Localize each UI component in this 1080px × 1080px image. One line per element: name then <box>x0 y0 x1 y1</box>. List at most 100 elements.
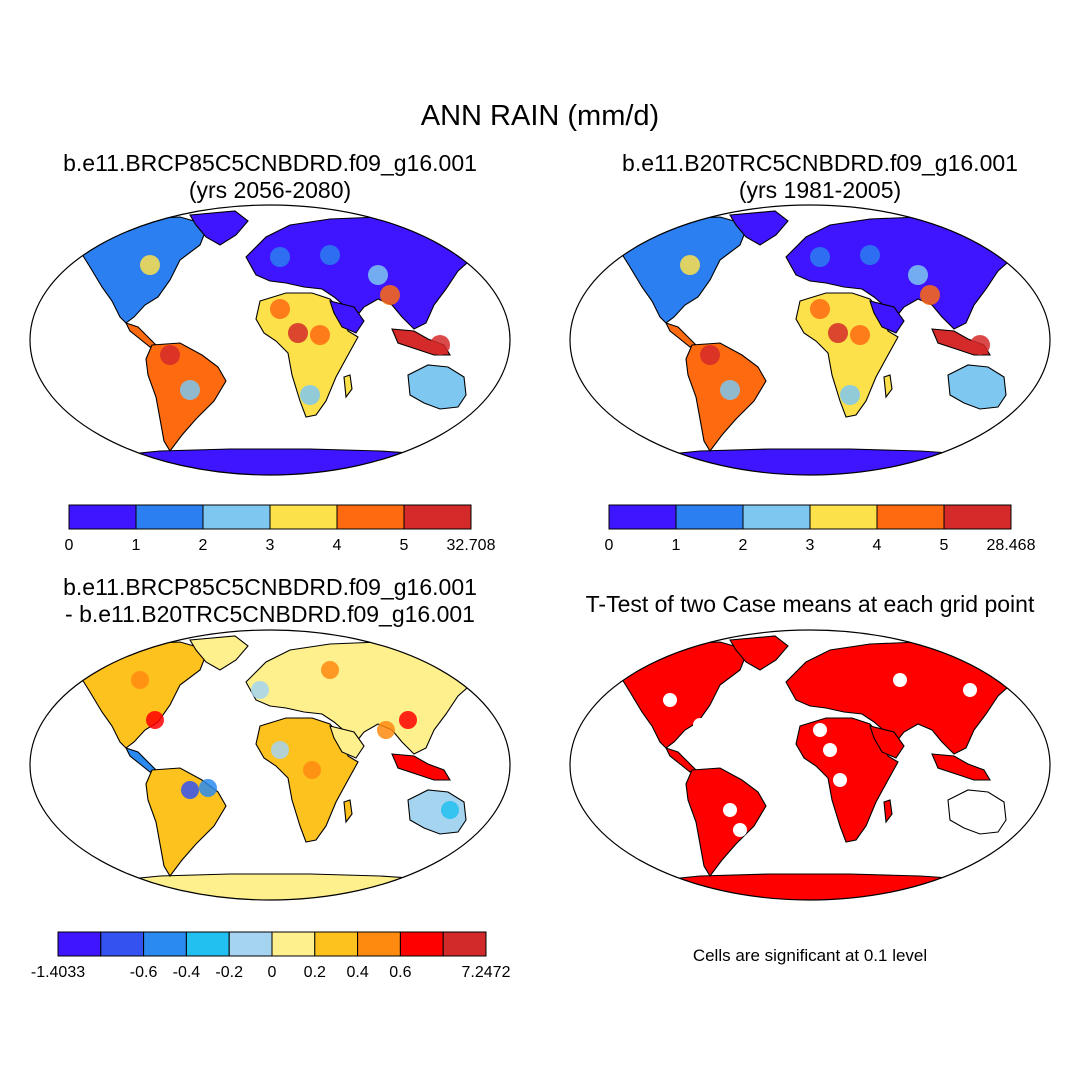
continent-ant <box>639 873 991 900</box>
colorbar-3: -1.4033 -0.6 -0.4 -0.2 0 0.2 0.4 0.6 7.2472 <box>31 931 511 981</box>
map-border-3 <box>29 629 511 901</box>
colorbar-1-label-0: 0 <box>65 537 74 554</box>
colorbar-1-box-3 <box>269 504 338 530</box>
colorbar-3-box-6 <box>314 931 359 957</box>
rain-patch-0 <box>680 255 700 275</box>
colorbar-1-label-5: 5 <box>400 537 409 554</box>
map-border-2 <box>569 204 1051 476</box>
colorbar-1: 0 1 2 3 4 5 32.708 <box>65 504 496 554</box>
panel-3-title-line2: - b.e11.B20TRC5CNBDRD.f09_g16.001 <box>65 601 475 627</box>
colorbar-2-label-0: 0 <box>605 537 614 554</box>
nonsig-patch-4 <box>893 673 907 687</box>
rain-patch-1 <box>700 345 720 365</box>
colorbar-1-label-3: 3 <box>266 537 275 554</box>
colorbar-3-box-5 <box>271 931 316 957</box>
colorbar-3-box-0 <box>57 931 102 957</box>
colorbar-3-box-1 <box>100 931 145 957</box>
change-patch-6 <box>377 721 395 739</box>
rain-patch-11 <box>430 335 450 355</box>
continent-madag <box>883 374 893 398</box>
colorbar-1-label-4: 4 <box>333 537 342 554</box>
colorbar-2: 0 1 2 3 4 5 28.468 <box>605 504 1036 554</box>
continent-ant <box>99 873 451 900</box>
colorbar-1-box-0 <box>68 504 137 530</box>
colorbar-2-label-5: 5 <box>940 537 949 554</box>
continent-indo <box>391 753 451 781</box>
colorbar-3-label-2: -0.6 <box>130 964 158 981</box>
rain-patch-8 <box>908 265 928 285</box>
continent-sa <box>685 767 767 877</box>
rain-patch-7 <box>380 285 400 305</box>
nonsig-patch-3 <box>823 743 837 757</box>
continent-na <box>77 641 209 749</box>
colorbar-1-label-2: 2 <box>199 537 208 554</box>
rain-patch-9 <box>320 245 340 265</box>
figure-title: ANN RAIN (mm/d) <box>420 100 660 132</box>
nonsig-patch-8 <box>693 718 707 732</box>
continent-aus <box>407 364 467 410</box>
colorbar-3-box-7 <box>357 931 401 957</box>
rain-patch-10 <box>810 247 830 267</box>
panel-1-title-line2: (yrs 2056-2080) <box>188 177 352 203</box>
colorbar-3-box-9 <box>442 931 487 957</box>
colorbar-2-box-5 <box>943 504 1012 530</box>
map-panel-4 <box>569 629 1051 901</box>
colorbar-2-box-3 <box>809 504 878 530</box>
rain-patch-3 <box>288 323 308 343</box>
map-border-1 <box>29 204 511 476</box>
continent-ca <box>665 322 697 348</box>
rain-patch-2 <box>720 380 740 400</box>
rain-patch-10 <box>270 247 290 267</box>
rain-patch-7 <box>920 285 940 305</box>
rain-patch-5 <box>270 299 290 319</box>
map-border-4 <box>569 629 1051 901</box>
nonsig-patch-5 <box>833 773 847 787</box>
colorbar-3-box-8 <box>399 931 444 957</box>
rain-patch-11 <box>970 335 990 355</box>
continent-ant <box>639 448 991 475</box>
change-patch-2 <box>181 781 199 799</box>
change-patch-9 <box>441 801 459 819</box>
panel-2-title: b.e11.B20TRC5CNBDRD.f09_g16.001 (yrs 198… <box>570 150 1070 204</box>
map-panel-3 <box>29 629 511 901</box>
colorbar-2-box-4 <box>876 504 945 530</box>
colorbar-1-label-1: 1 <box>132 537 141 554</box>
panel-3-title-line1: b.e11.BRCP85C5CNBDRD.f09_g16.001 <box>63 574 477 600</box>
colorbar-2-box-1 <box>675 504 744 530</box>
change-patch-3 <box>199 779 217 797</box>
continent-ca <box>125 322 157 348</box>
continent-na <box>617 641 749 749</box>
rain-patch-5 <box>810 299 830 319</box>
nonsig-patch-1 <box>723 803 737 817</box>
rain-patch-6 <box>300 385 320 405</box>
rain-patch-9 <box>860 245 880 265</box>
colorbar-2-label-6: 28.468 <box>987 537 1036 554</box>
change-patch-8 <box>271 741 289 759</box>
continent-ant <box>99 448 451 475</box>
nonsig-patch-6 <box>813 723 827 737</box>
colorbar-3-label-5: 0 <box>268 964 277 981</box>
panel-1-title: b.e11.BRCP85C5CNBDRD.f09_g16.001 (yrs 20… <box>30 150 510 204</box>
nonsig-patch-2 <box>733 823 747 837</box>
colorbar-2-label-1: 1 <box>672 537 681 554</box>
colorbar-1-box-1 <box>135 504 204 530</box>
continent-ca <box>125 747 157 773</box>
continent-madag <box>883 799 893 823</box>
colorbar-3-label-7: 0.4 <box>346 964 368 981</box>
colorbar-1-box-2 <box>202 504 271 530</box>
colorbar-3-box-4 <box>228 931 273 957</box>
colorbar-2-box-0 <box>608 504 677 530</box>
rain-patch-0 <box>140 255 160 275</box>
colorbar-2-label-4: 4 <box>873 537 882 554</box>
rain-patch-6 <box>840 385 860 405</box>
continent-ca <box>665 747 697 773</box>
colorbar-3-label-6: 0.2 <box>304 964 326 981</box>
colorbar-1-box-4 <box>336 504 405 530</box>
colorbar-3-box-3 <box>185 931 230 957</box>
significance-note: Cells are significant at 0.1 level <box>692 946 928 965</box>
panel-2-title-line2: (yrs 1981-2005) <box>738 177 902 203</box>
colorbar-3-label-3: -0.4 <box>173 964 201 981</box>
colorbar-2-box-2 <box>742 504 811 530</box>
colorbar-3-label-10: 7.2472 <box>462 964 511 981</box>
colorbar-1-box-5 <box>403 504 472 530</box>
